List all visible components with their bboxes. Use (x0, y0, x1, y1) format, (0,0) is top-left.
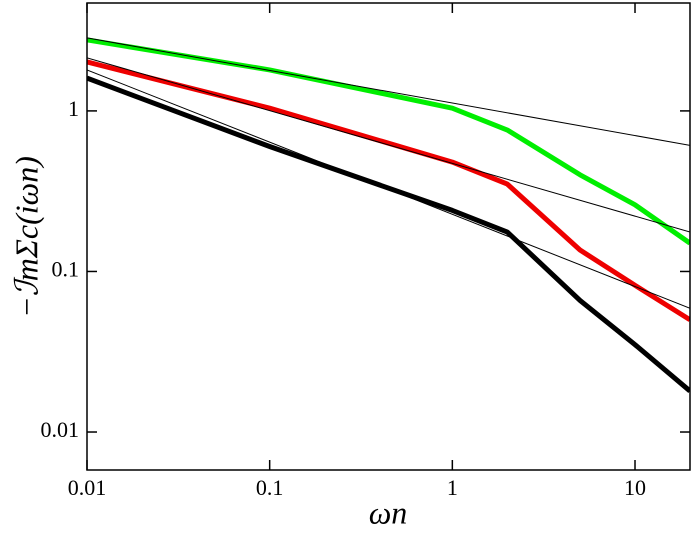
y-axis-label: −ℐmΣc(iωn) (8, 156, 44, 318)
plot-frame (86, 2, 691, 471)
series-line (87, 37, 690, 246)
x-tick-label: 0.1 (256, 475, 284, 500)
series-line (87, 69, 690, 309)
x-axis-label: ωn (369, 494, 408, 530)
series-line (87, 37, 690, 146)
x-tick-label: 10 (624, 475, 646, 500)
series-line (87, 59, 690, 322)
x-tick-label: 1 (447, 475, 458, 500)
y-tick-label: 0.1 (52, 257, 80, 282)
y-tick-label: 0.01 (41, 417, 80, 442)
series-line (87, 75, 690, 393)
y-tick-label: 1 (68, 96, 79, 121)
series-line (87, 57, 690, 233)
x-tick-label: 0.01 (68, 475, 107, 500)
